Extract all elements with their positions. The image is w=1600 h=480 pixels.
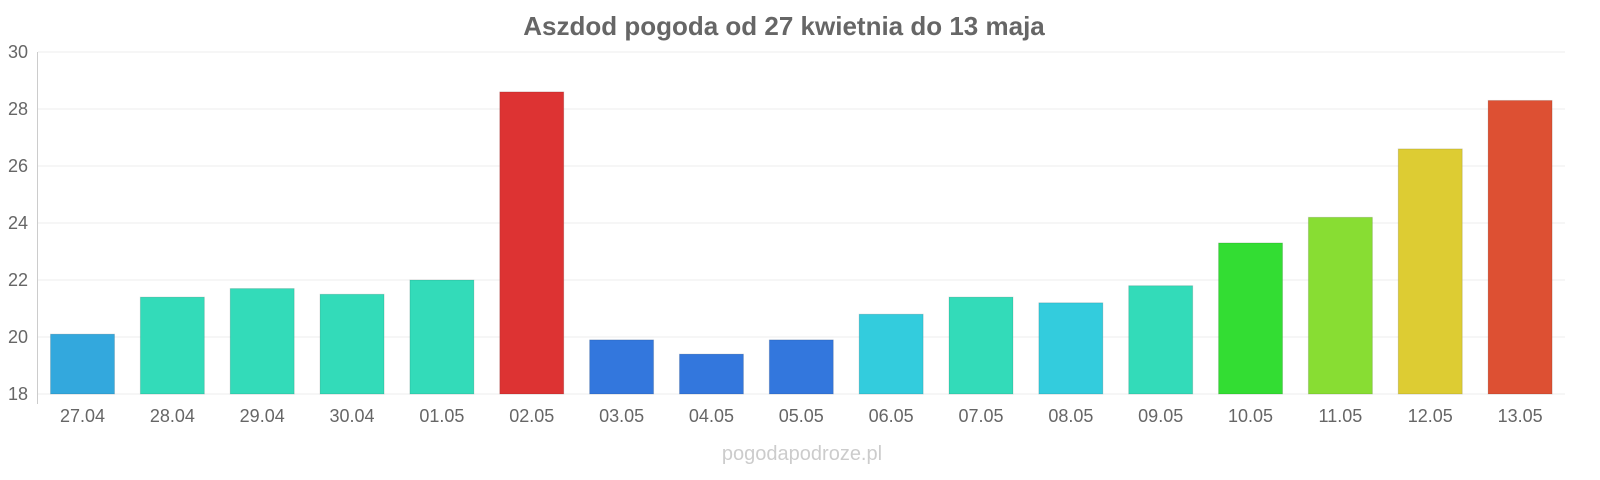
- y-tick-label: 28: [8, 99, 28, 119]
- bar-01.05: [409, 279, 475, 395]
- bar-30.04: [319, 293, 385, 395]
- bar-12.05: [1397, 148, 1463, 395]
- x-tick-label: 04.05: [689, 406, 734, 426]
- y-tick-label: 30: [8, 42, 28, 62]
- bar-13.05: [1487, 99, 1553, 395]
- watermark: pogodapodroze.pl: [722, 443, 882, 465]
- x-tick-label: 01.05: [419, 406, 464, 426]
- y-tick-label: 26: [8, 156, 28, 176]
- bar-07.05: [948, 296, 1014, 395]
- x-tick-label: 06.05: [869, 406, 914, 426]
- x-tick-label: 02.05: [509, 406, 554, 426]
- x-tick-label: 09.05: [1138, 406, 1183, 426]
- x-tick-label: 10.05: [1228, 406, 1273, 426]
- bar-08.05: [1038, 302, 1104, 395]
- bar-02.05: [499, 91, 565, 395]
- bar-27.04: [50, 333, 115, 395]
- x-tick-label: 29.04: [240, 406, 285, 426]
- bar-06.05: [858, 313, 924, 395]
- y-tick-label: 18: [8, 384, 28, 404]
- x-tick-label: 11.05: [1319, 406, 1363, 426]
- x-tick-label: 05.05: [779, 406, 824, 426]
- bar-11.05: [1307, 216, 1373, 395]
- x-tick-label: 03.05: [599, 406, 644, 426]
- y-tick-label: 20: [8, 327, 28, 347]
- bar-10.05: [1218, 242, 1284, 395]
- y-tick-label: 24: [8, 213, 28, 233]
- bar-04.05: [678, 353, 744, 395]
- x-tick-label: 07.05: [958, 406, 1003, 426]
- x-tick-label: 13.05: [1498, 406, 1543, 426]
- bar-09.05: [1128, 285, 1194, 395]
- bar-05.05: [768, 339, 834, 395]
- bar-28.04: [139, 296, 205, 395]
- y-tick-label: 22: [8, 270, 28, 290]
- x-tick-label: 28.04: [150, 406, 195, 426]
- chart-title: Aszdod pogoda od 27 kwietnia do 13 maja: [523, 11, 1045, 41]
- bar-29.04: [229, 288, 295, 395]
- x-tick-label: 27.04: [60, 406, 105, 426]
- bar-03.05: [589, 339, 655, 395]
- x-tick-label: 12.05: [1408, 406, 1453, 426]
- x-tick-label: 30.04: [330, 406, 375, 426]
- x-tick-label: 08.05: [1048, 406, 1093, 426]
